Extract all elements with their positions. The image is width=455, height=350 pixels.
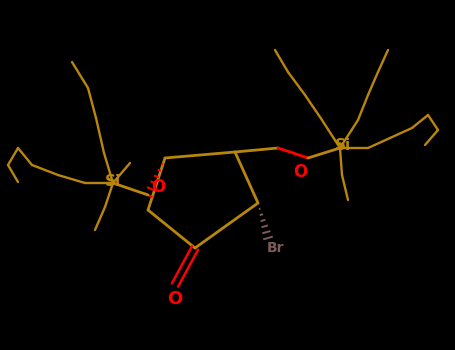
Text: O: O (151, 178, 165, 196)
Text: Si: Si (335, 139, 351, 154)
Text: O: O (167, 290, 182, 308)
Text: O: O (293, 163, 307, 181)
Text: Si: Si (105, 174, 121, 189)
Text: Br: Br (267, 241, 285, 255)
